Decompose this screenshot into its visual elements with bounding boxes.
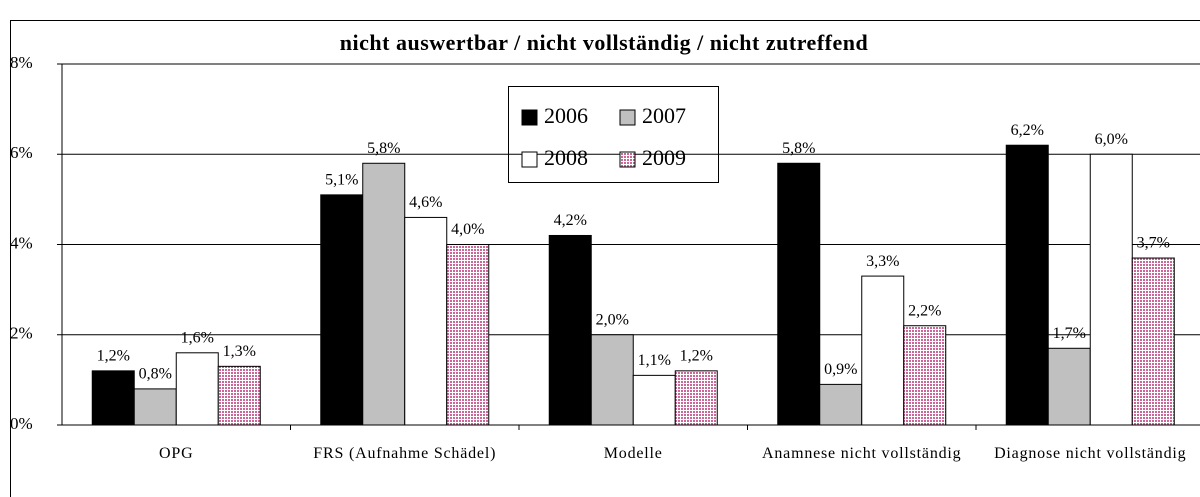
legend-label: 2006: [544, 103, 588, 128]
bar: [1047, 347, 1091, 426]
x-tick-label: FRS (Aufnahme Schädel): [313, 445, 497, 462]
chart-title: nicht auswertbar / nicht vollständig / n…: [340, 30, 868, 55]
legend-swatch: [521, 109, 538, 126]
legend-label: 2009: [642, 145, 686, 170]
legend-swatch: [521, 151, 538, 168]
bar: [320, 194, 364, 426]
bar: [819, 383, 863, 426]
y-tick-label: 8%: [10, 53, 33, 72]
data-label: 1,1%: [638, 352, 671, 369]
data-label: 6,2%: [1011, 122, 1044, 139]
legend-swatch: [619, 109, 636, 126]
bar: [446, 244, 490, 426]
bar: [674, 370, 718, 426]
data-label: 1,3%: [223, 343, 256, 360]
y-tick-label: 4%: [10, 233, 33, 252]
data-label: 4,6%: [409, 194, 442, 211]
bar: [362, 162, 406, 426]
x-tick-label: OPG: [159, 445, 194, 462]
bar: [548, 234, 592, 426]
x-tick-label: Anamnese nicht vollständig: [762, 445, 962, 462]
legend-box: [508, 86, 719, 183]
bar: [777, 162, 821, 426]
bar: [175, 352, 219, 426]
data-label: 2,2%: [908, 302, 941, 319]
bar: [1005, 144, 1049, 426]
legend-label: 2007: [642, 103, 686, 128]
data-label: 1,2%: [97, 348, 130, 365]
bar: [133, 388, 177, 426]
data-label: 2,0%: [596, 311, 629, 328]
y-tick-label: 6%: [10, 143, 33, 162]
data-label: 3,3%: [866, 253, 899, 270]
data-label: 6,0%: [1095, 131, 1128, 148]
data-label: 1,6%: [181, 329, 214, 346]
bar: [404, 216, 448, 426]
x-tick-label: Modelle: [603, 445, 663, 462]
data-label: 0,8%: [139, 366, 172, 383]
bar: [1131, 257, 1175, 426]
data-label: 5,1%: [325, 172, 358, 189]
data-label: 0,9%: [824, 361, 857, 378]
data-label: 1,2%: [680, 348, 713, 365]
bar: [1089, 153, 1133, 426]
data-label: 4,0%: [451, 221, 484, 238]
bar: [861, 275, 905, 426]
data-label: 1,7%: [1053, 325, 1086, 342]
data-label: 3,7%: [1137, 235, 1170, 252]
bar: [903, 325, 947, 426]
data-label: 5,8%: [782, 140, 815, 157]
bar: [217, 365, 261, 426]
bar: [590, 334, 634, 426]
bar: [632, 374, 676, 426]
y-tick-label: 0%: [10, 414, 33, 433]
data-label: 4,2%: [554, 212, 587, 229]
x-tick-label: Diagnose nicht vollständig: [994, 445, 1187, 462]
legend-swatch: [619, 151, 636, 168]
y-tick-label: 2%: [10, 324, 33, 343]
bar: [91, 370, 135, 426]
data-label: 5,8%: [367, 140, 400, 157]
legend-label: 2008: [544, 145, 588, 170]
